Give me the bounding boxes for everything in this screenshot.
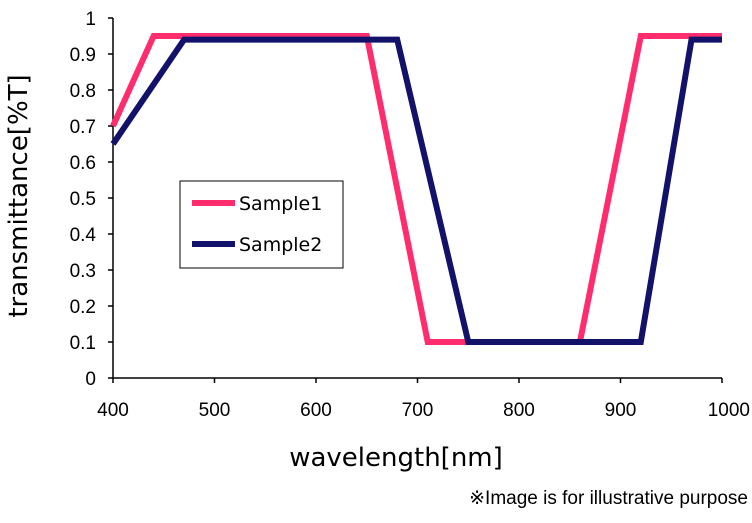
- series-line-sample2: [110, 36, 722, 345]
- y-tick-label: 0: [85, 369, 96, 390]
- y-tick-label: 0.2: [70, 297, 96, 318]
- y-tick-label: 0.8: [70, 81, 96, 102]
- y-tick-label: 0.7: [70, 117, 96, 138]
- legend: Sample1 Sample2: [179, 180, 344, 269]
- y-tick-label: 0.4: [70, 225, 97, 246]
- y-axis-title: transmittance[%T]: [4, 74, 34, 317]
- y-tick-label: 0.1: [70, 333, 96, 354]
- x-tick-label: 700: [402, 400, 434, 421]
- legend-box: [179, 180, 344, 269]
- y-tick-label: 1: [85, 9, 96, 30]
- x-tick-label: 800: [503, 400, 535, 421]
- y-tick-label: 0.5: [70, 189, 96, 210]
- footnote: ※Image is for illustrative purpose: [469, 488, 748, 509]
- legend-label-sample2: Sample2: [239, 234, 322, 256]
- x-tick-label: 400: [97, 400, 129, 421]
- x-tick-label: 600: [300, 400, 332, 421]
- x-axis-title: wavelength[nm]: [289, 443, 503, 473]
- y-tick-label: 0.3: [70, 261, 96, 282]
- x-tick-label: 1000: [708, 400, 750, 421]
- y-tick-label: 0.6: [70, 153, 96, 174]
- series-line-sample1: [110, 33, 722, 345]
- x-tick-label: 500: [199, 400, 231, 421]
- x-tick-label: 900: [605, 400, 637, 421]
- y-tick-label: 0.9: [70, 45, 96, 66]
- series: [110, 33, 722, 345]
- legend-label-sample1: Sample1: [239, 193, 322, 215]
- ticks: 0 0.1 0.2 0.3 0.4 0.5 0.6 0.7 0.8 0.9 1 400 500 600 70…: [70, 9, 750, 421]
